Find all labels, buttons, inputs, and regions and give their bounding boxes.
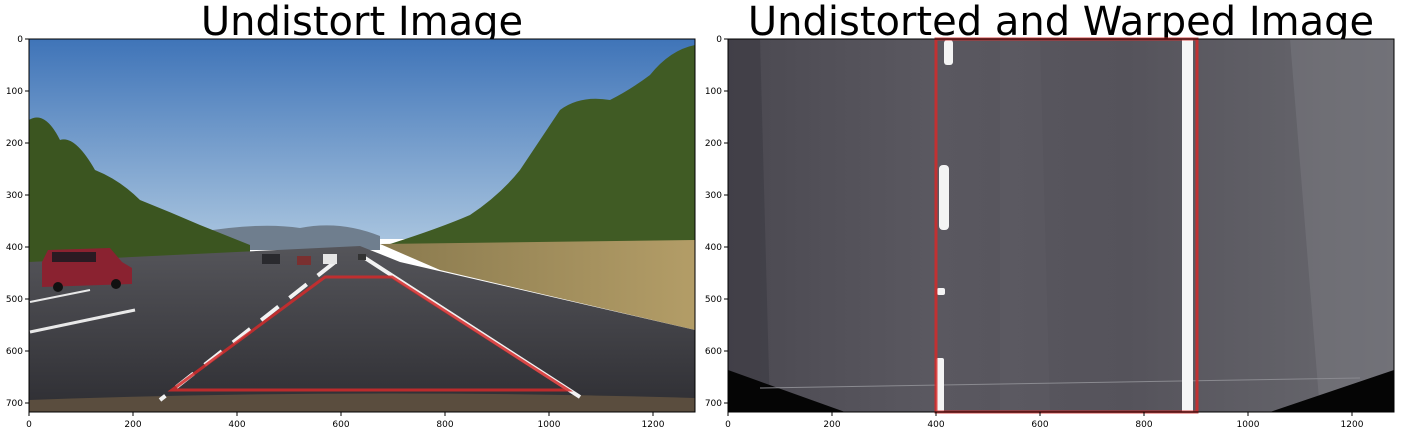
center-streak xyxy=(1000,39,1050,412)
y-tick-label: 100 xyxy=(6,87,23,97)
x-tick-label: 1000 xyxy=(1237,420,1260,430)
y-tick-label: 0 xyxy=(716,35,722,45)
y-tick-label: 700 xyxy=(705,399,722,409)
grass-shoulder xyxy=(380,240,695,330)
y-tick-label: 700 xyxy=(6,399,23,409)
y-tick-label: 300 xyxy=(705,191,722,201)
left-panel: Undistort Image xyxy=(6,0,696,430)
right-y-axis: 0 100 200 300 400 500 600 700 xyxy=(705,35,728,409)
road-photo xyxy=(29,39,695,412)
x-tick-label: 0 xyxy=(26,420,32,430)
y-tick-label: 500 xyxy=(6,295,23,305)
y-tick-label: 400 xyxy=(6,243,23,253)
x-tick-label: 200 xyxy=(823,420,840,430)
left-lane-dash xyxy=(936,358,944,412)
x-tick-label: 600 xyxy=(1031,420,1048,430)
warped-road-surface xyxy=(728,39,1394,412)
left-lane-dash xyxy=(937,288,945,295)
x-tick-label: 600 xyxy=(332,420,349,430)
y-tick-label: 600 xyxy=(6,347,23,357)
left-axes-frame xyxy=(28,38,696,413)
white-car xyxy=(323,254,337,264)
perspective-overlay xyxy=(167,275,574,392)
left-lane-dash xyxy=(939,165,949,230)
far-lane-line xyxy=(29,308,136,334)
x-tick-label: 800 xyxy=(1135,420,1152,430)
right-trees xyxy=(390,45,695,244)
x-tick-label: 400 xyxy=(927,420,944,430)
y-tick-label: 500 xyxy=(705,295,722,305)
faint-line xyxy=(759,377,1361,389)
left-y-axis: 0 100 200 300 400 500 600 700 xyxy=(6,35,29,409)
x-tick-label: 1200 xyxy=(642,420,665,430)
right-lane-line xyxy=(1182,39,1193,412)
y-tick-label: 400 xyxy=(705,243,722,253)
red-car xyxy=(42,248,132,292)
warped-black-corner-right xyxy=(1270,370,1394,412)
small-red-car xyxy=(297,256,311,265)
y-tick-label: 0 xyxy=(17,35,23,45)
warped-photo xyxy=(728,37,1394,414)
x-tick-label: 1000 xyxy=(538,420,561,430)
x-tick-label: 200 xyxy=(124,420,141,430)
y-tick-label: 600 xyxy=(705,347,722,357)
y-tick-label: 100 xyxy=(705,87,722,97)
x-tick-label: 0 xyxy=(725,420,731,430)
left-lane-dash xyxy=(944,40,953,65)
right-streak xyxy=(1290,39,1394,412)
left-streak xyxy=(728,39,770,412)
warped-black-corner-left xyxy=(728,370,845,412)
left-trees xyxy=(29,117,250,262)
x-tick-label: 1200 xyxy=(1341,420,1364,430)
y-tick-label: 300 xyxy=(6,191,23,201)
right-x-axis: 0 200 400 600 800 1000 1200 xyxy=(725,412,1364,430)
left-x-axis: 0 200 400 600 800 1000 1200 xyxy=(26,412,665,430)
y-tick-label: 200 xyxy=(705,139,722,149)
dark-car xyxy=(262,254,280,264)
y-tick-label: 200 xyxy=(6,139,23,149)
x-tick-label: 400 xyxy=(228,420,245,430)
road-surface xyxy=(29,246,695,412)
right-axes-frame xyxy=(727,38,1395,413)
car-hood xyxy=(29,393,695,412)
right-panel: Undistorted and Warped Image xyxy=(705,0,1395,430)
left-panel-title: Undistort Image xyxy=(201,0,523,45)
distant-car xyxy=(358,254,366,260)
x-tick-label: 800 xyxy=(436,420,453,430)
far-lane-line-2 xyxy=(29,289,91,303)
